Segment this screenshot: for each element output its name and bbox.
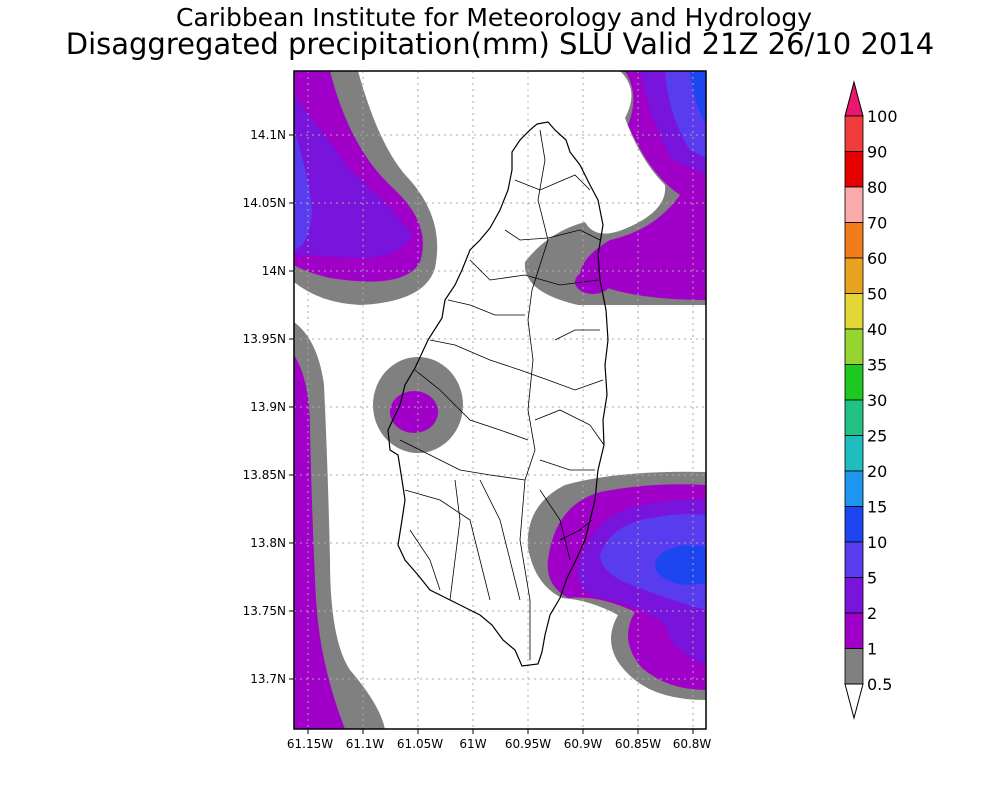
legend-swatch [845, 329, 863, 365]
lon-tick-label: 60.85W [615, 737, 661, 751]
lon-tick-label: 61.05W [397, 737, 443, 751]
legend-swatch [845, 152, 863, 188]
legend-swatch [845, 187, 863, 223]
legend-swatch [845, 223, 863, 259]
legend-swatch [845, 400, 863, 436]
legend-swatch [845, 365, 863, 401]
legend-swatch [845, 294, 863, 330]
legend-level-label: 0.5 [867, 675, 892, 694]
legend-swatch [845, 471, 863, 507]
lat-tick-label: 13.9N [250, 400, 286, 414]
legend-swatch [845, 542, 863, 578]
legend-swatch [845, 578, 863, 614]
legend-level-label: 80 [867, 178, 887, 197]
legend-level-label: 35 [867, 356, 887, 375]
legend-level-label: 30 [867, 391, 887, 410]
lat-tick-label: 13.85N [243, 468, 286, 482]
map-figure: 61.15W 61.1W 61.05W 61W 60.95W 60.9W 60.… [0, 0, 1000, 800]
legend-level-label: 60 [867, 249, 887, 268]
legend-level-label: 25 [867, 427, 887, 446]
legend-level-label: 20 [867, 462, 887, 481]
lon-tick-label: 60.95W [505, 737, 551, 751]
legend-level-label: 5 [867, 569, 877, 588]
legend-level-label: 70 [867, 214, 887, 233]
lon-tick-label: 60.9W [564, 737, 603, 751]
precip-area-southeast-10mm [655, 545, 725, 585]
legend-arrow-top [845, 82, 863, 116]
lat-tick-label: 14N [262, 264, 286, 278]
legend-swatch [845, 258, 863, 294]
lon-tick-label: 60.8W [673, 737, 712, 751]
color-legend: 100 90 80 70 60 50 40 35 30 25 20 15 10 5 2 1 0.5 [845, 82, 898, 718]
lat-tick-label: 14.1N [250, 128, 286, 142]
lon-tick-label: 61.1W [346, 737, 385, 751]
lat-tick-label: 13.7N [250, 672, 286, 686]
lat-tick-label: 13.95N [243, 332, 286, 346]
longitude-labels: 61.15W 61.1W 61.05W 61W 60.95W 60.9W 60.… [287, 737, 712, 751]
legend-swatch [845, 649, 863, 685]
legend-arrow-bottom [845, 684, 863, 718]
lon-tick-label: 61W [459, 737, 486, 751]
legend-swatch [845, 507, 863, 543]
legend-level-label: 100 [867, 107, 898, 126]
lat-tick-label: 14.05N [243, 196, 286, 210]
legend-swatch [845, 436, 863, 472]
lat-tick-label: 13.75N [243, 604, 286, 618]
legend-level-label: 50 [867, 285, 887, 304]
lat-tick-label: 13.8N [250, 536, 286, 550]
legend-level-label: 90 [867, 143, 887, 162]
latitude-labels: 14.1N 14.05N 14N 13.95N 13.9N 13.85N 13.… [243, 128, 286, 686]
precipitation-field [294, 71, 725, 729]
lon-tick-label: 61.15W [287, 737, 333, 751]
legend-level-label: 2 [867, 604, 877, 623]
legend-level-label: 40 [867, 320, 887, 339]
legend-level-label: 1 [867, 640, 877, 659]
legend-swatch [845, 116, 863, 152]
legend-level-label: 10 [867, 533, 887, 552]
legend-level-label: 15 [867, 498, 887, 517]
legend-swatch [845, 613, 863, 649]
